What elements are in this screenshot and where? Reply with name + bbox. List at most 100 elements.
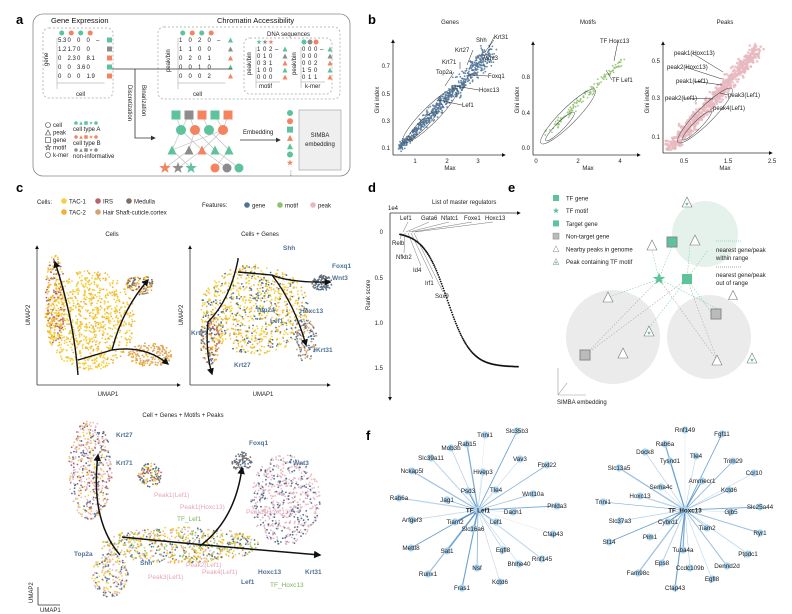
umap-point [59,268,62,270]
umap-point [104,341,107,344]
umap-point [55,309,57,311]
point-label: peak3(Lef1) [728,93,760,99]
data-point [681,132,684,135]
umap-point [244,313,247,316]
umap-point [290,336,292,339]
umap-point [107,316,110,318]
umap-point [220,285,223,287]
umap-point [84,347,87,349]
umap-point [74,290,76,293]
umap-point [133,279,136,282]
cell-node-icon [190,125,200,135]
data-point [748,55,751,59]
umap-point [292,287,295,289]
umap-point [258,341,261,343]
umap-point [150,289,153,291]
umap-point [295,323,298,326]
umap-point [84,446,87,449]
umap-point [99,322,101,324]
umap-point [250,307,253,310]
umap-point [270,283,273,285]
umap-point [244,340,247,342]
umap-point [83,294,86,296]
umap-point [205,305,208,308]
umap-point [242,309,245,311]
umap-point [101,475,104,478]
umap-point [75,498,77,501]
umap-point [82,431,85,434]
umap-point [209,299,212,301]
umap-point [140,345,143,347]
umap-point [217,347,220,349]
matrix-cell: 1 [257,68,261,74]
cells-legend-label: Cells: [37,200,52,206]
umap-point [100,474,103,477]
umap-point [265,283,267,285]
data-point [711,93,714,96]
umap-point [81,322,83,325]
umap-point [100,324,102,326]
data-point [453,89,455,92]
umap-point [262,290,264,292]
umap-point [114,327,116,329]
umap-point [55,322,57,325]
row-icon [107,37,112,43]
umap-point [160,344,162,347]
umap-point [261,297,264,300]
matrix-cell: 8.1 [87,56,96,62]
umap-point [148,364,151,366]
umap-point [63,360,65,362]
umap-point [85,279,87,282]
umap-point [256,287,259,290]
feature-label: peak [318,204,332,210]
data-point [463,75,466,77]
umap-point [111,286,114,288]
discretization-arrow [134,69,156,141]
data-point [419,119,422,122]
umap-point [47,281,50,284]
umap-point [237,273,239,275]
umap-point [91,340,94,343]
umap-point [98,278,101,280]
umap-point [77,327,79,329]
data-point [456,94,458,96]
umap-point [154,363,157,366]
cell-node-icon [204,125,214,135]
umap-point [232,323,235,326]
density-contour [407,110,437,141]
umap-point [207,314,210,317]
point-label: Wnt3 [484,56,499,62]
data-point [451,86,453,89]
data-point [737,77,740,81]
data-point [428,119,431,122]
umap-point [61,297,64,299]
data-point [731,65,735,68]
umap-point [90,442,93,444]
umap-point [265,290,267,292]
umap-point [208,349,211,352]
umap-point [310,355,312,357]
data-point [593,87,595,90]
umap-point [221,282,224,285]
umap-point [118,320,121,322]
data-point [685,126,689,129]
umap-point [56,325,59,328]
umap-point [104,272,107,274]
umap-point [89,439,92,442]
umap-point [111,294,114,297]
umap-point [289,322,292,325]
data-point [399,142,402,145]
umap-point [240,332,242,335]
umap-point [65,341,68,344]
umap-point [125,344,128,347]
umap-point [54,290,57,293]
column-header-icon [256,39,262,45]
umap-point [153,358,156,360]
umap-point [290,282,292,284]
umap-point [85,327,88,329]
umap-point [288,321,291,324]
data-point [464,80,467,83]
umap-point [78,334,81,336]
umap-point [88,329,91,332]
row-icon [228,64,233,70]
